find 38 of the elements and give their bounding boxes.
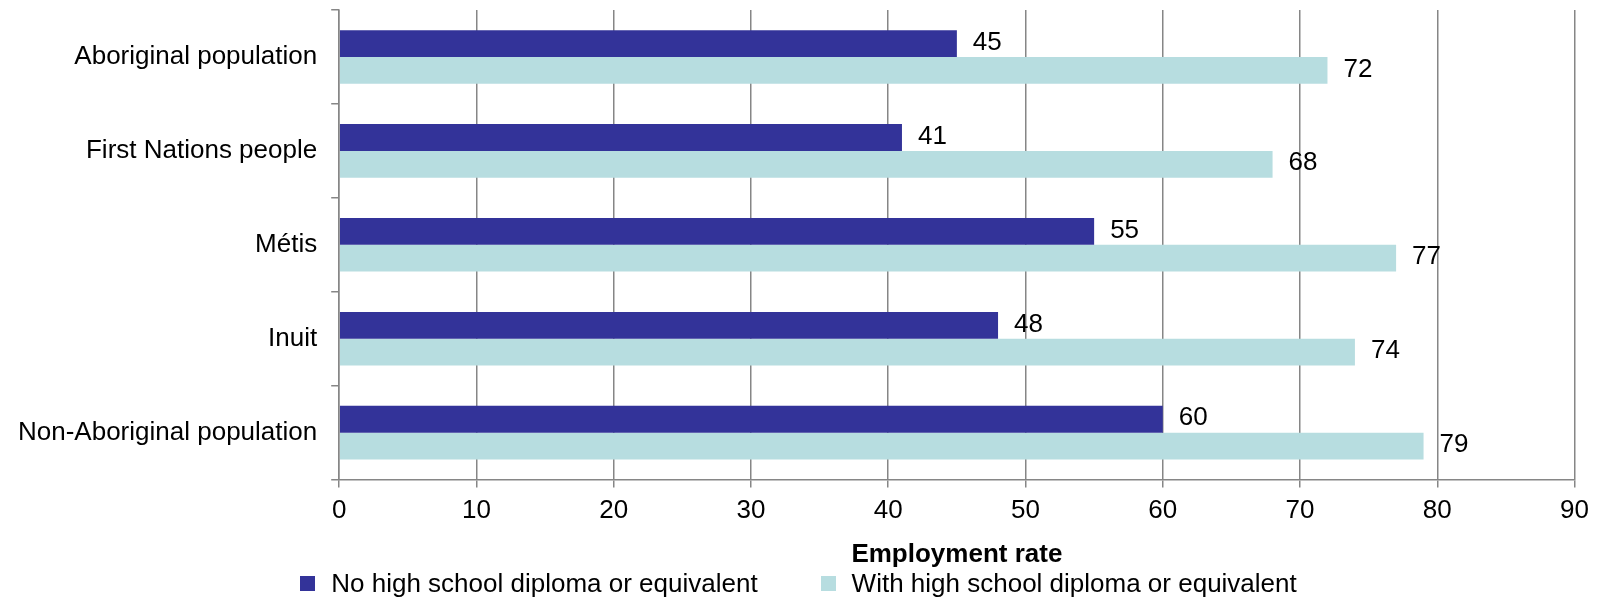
y-tick-label: Aboriginal population <box>74 40 318 71</box>
legend-label: With high school diploma or equivalent <box>851 568 1297 597</box>
data-label: 48 <box>1014 307 1043 338</box>
data-label: 55 <box>1110 213 1140 244</box>
bar <box>339 405 1163 433</box>
y-tick-label: Métis <box>255 227 318 258</box>
bar <box>339 30 957 57</box>
x-tick-label: 50 <box>1011 494 1040 525</box>
x-tick-label: 0 <box>331 494 347 525</box>
y-tick-label: Non-Aboriginal population <box>18 415 318 446</box>
x-tick-label: 80 <box>1422 494 1452 525</box>
data-label: 74 <box>1370 334 1400 365</box>
data-label: 41 <box>917 119 947 150</box>
x-tick-label: 40 <box>873 494 903 525</box>
x-tick-label: 30 <box>736 494 766 525</box>
x-tick-label: 60 <box>1148 494 1178 525</box>
x-tick-label: 90 <box>1560 494 1589 525</box>
bar <box>339 244 1397 272</box>
x-tick-label: 70 <box>1285 494 1315 525</box>
bar <box>339 432 1424 460</box>
data-label: 68 <box>1288 146 1318 177</box>
data-label: 77 <box>1412 240 1442 271</box>
data-label: 45 <box>972 25 1002 56</box>
data-label: 60 <box>1178 401 1208 432</box>
data-label: 72 <box>1343 52 1373 83</box>
bar <box>339 311 999 339</box>
legend-label: No high school diploma or equivalent <box>331 568 758 597</box>
x-axis-title: Employment rate <box>851 537 1063 568</box>
y-tick-label: Inuit <box>268 321 318 352</box>
bar <box>339 124 902 151</box>
x-tick-label: 10 <box>462 494 491 525</box>
data-label: 79 <box>1439 428 1469 459</box>
y-tick-label: First Nations people <box>85 134 318 165</box>
x-tick-label: 20 <box>599 494 629 525</box>
bar <box>339 150 1273 178</box>
bar <box>339 56 1328 84</box>
bar <box>339 218 1095 245</box>
bar <box>339 338 1355 366</box>
